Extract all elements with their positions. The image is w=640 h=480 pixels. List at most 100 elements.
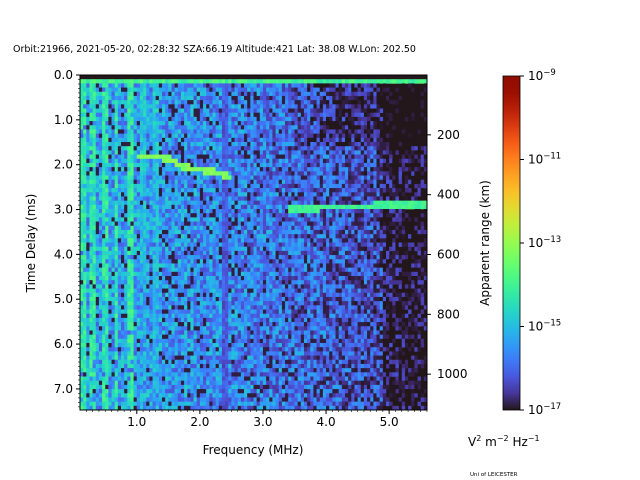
heatmap-cell [278, 91, 283, 97]
heatmap-cell [218, 380, 223, 386]
heatmap-cell [177, 359, 182, 365]
heatmap-cell [121, 95, 125, 101]
heatmap-cell [162, 108, 166, 113]
heatmap-cell [177, 276, 182, 281]
heatmap-cell [162, 338, 166, 344]
heatmap-cell [143, 171, 147, 176]
heatmap-cell [262, 368, 267, 373]
heatmap-cell [83, 401, 87, 407]
heatmap-cell [111, 292, 115, 298]
heatmap-cell [165, 284, 169, 289]
heatmap-cell [209, 200, 213, 206]
heatmap-cell [218, 347, 223, 352]
heatmap-cell [269, 91, 273, 97]
heatmap-cell [240, 301, 245, 306]
heatmap-cell [212, 246, 216, 252]
heatmap-cell [184, 330, 188, 335]
heatmap-cell [180, 225, 185, 231]
heatmap-cell [111, 372, 115, 377]
heatmap-cell [152, 267, 156, 273]
heatmap-cell [98, 363, 103, 369]
heatmap-cell [165, 87, 169, 93]
heatmap-cell [193, 129, 198, 134]
heatmap-cell [199, 142, 204, 147]
heatmap-cell [92, 284, 97, 289]
heatmap-cell [240, 150, 245, 155]
heatmap-cell [269, 301, 273, 306]
heatmap-cell [203, 271, 207, 277]
heatmap-cell [177, 100, 182, 105]
heatmap-cell [259, 368, 264, 373]
heatmap-cell [199, 301, 204, 306]
heatmap-cell [165, 380, 169, 386]
heatmap-cell [105, 100, 109, 105]
heatmap-cell [231, 154, 235, 160]
heatmap-cell [171, 204, 175, 210]
heatmap-cell [221, 313, 226, 319]
heatmap-cell [253, 292, 257, 298]
heatmap-cell [250, 83, 254, 88]
heatmap-cell [237, 397, 242, 402]
heatmap-cell [275, 405, 280, 411]
heatmap-cell [121, 376, 125, 381]
heatmap-cell [139, 284, 144, 289]
heatmap-cell [124, 372, 128, 377]
heatmap-cell [168, 179, 172, 185]
heatmap-cell [203, 196, 207, 201]
heatmap-cell [158, 87, 163, 93]
heatmap-cell [95, 242, 100, 247]
heatmap-cell [86, 397, 90, 402]
heatmap-cell [174, 276, 179, 281]
heatmap-cell [95, 221, 100, 227]
heatmap-cell [250, 225, 254, 231]
heatmap-cell [98, 259, 103, 264]
heatmap-cell [86, 137, 90, 143]
heatmap-cell [95, 200, 100, 206]
heatmap-cell [256, 133, 261, 139]
heatmap-cell [80, 326, 84, 331]
heatmap-cell [199, 296, 204, 302]
heatmap-cell [143, 326, 147, 331]
heatmap-cell [95, 112, 100, 118]
heatmap-cell [133, 259, 138, 264]
heatmap-cell [259, 100, 264, 105]
heatmap-cell [275, 150, 280, 155]
heatmap-cell [203, 267, 207, 273]
heatmap-cell [266, 179, 270, 185]
heatmap-cell [95, 175, 100, 180]
heatmap-cell [168, 326, 172, 331]
heatmap-cell [139, 213, 144, 218]
heatmap-cell [206, 296, 210, 302]
heatmap-cell [237, 343, 242, 348]
heatmap-cell [89, 225, 93, 231]
heatmap-cell [218, 292, 223, 298]
heatmap-cell [184, 213, 188, 218]
heatmap-cell [215, 91, 220, 97]
heatmap-cell [105, 389, 109, 394]
heatmap-cell [89, 91, 93, 97]
heatmap-cell [203, 234, 207, 239]
heatmap-cell [102, 192, 106, 197]
heatmap-cell [127, 192, 131, 197]
heatmap-cell [171, 359, 175, 365]
heatmap-cell [269, 313, 273, 319]
heatmap-cell [177, 250, 182, 256]
heatmap-cell [143, 108, 147, 113]
heatmap-cell [269, 255, 273, 260]
heatmap-cell [225, 397, 229, 402]
heatmap-cell [127, 183, 131, 189]
heatmap-cell [105, 79, 109, 84]
heatmap-cell [177, 79, 182, 84]
heatmap-cell [111, 91, 115, 97]
heatmap-cell [130, 305, 134, 310]
heatmap-cell [143, 330, 147, 335]
heatmap-cell [240, 246, 245, 252]
heatmap-cell [121, 188, 125, 193]
heatmap-cell [152, 326, 156, 331]
heatmap-cell [92, 87, 97, 93]
heatmap-cell [199, 146, 204, 151]
heatmap-cell [215, 137, 220, 143]
heatmap-cell [180, 142, 185, 147]
heatmap-cell [98, 246, 103, 252]
heatmap-cell [152, 196, 156, 201]
